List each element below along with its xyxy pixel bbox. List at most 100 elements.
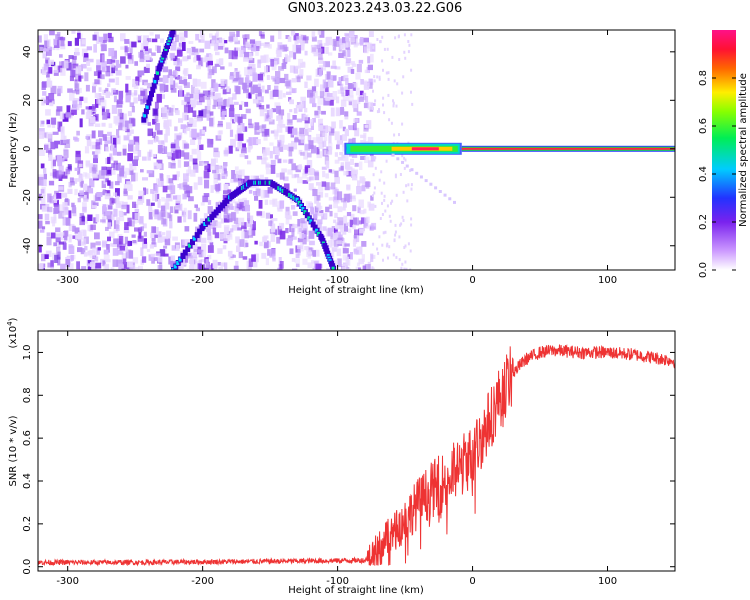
noise-cell bbox=[153, 257, 159, 262]
noise-cell bbox=[285, 228, 289, 234]
noise-cell bbox=[361, 185, 366, 192]
noise-cell bbox=[255, 50, 259, 56]
noise-cell bbox=[176, 171, 180, 177]
noise-cell bbox=[41, 66, 47, 75]
noise-cell bbox=[296, 118, 303, 123]
noise-cell bbox=[342, 231, 347, 235]
noise-cell bbox=[42, 53, 47, 59]
noise-cell bbox=[285, 217, 290, 225]
noise-cell bbox=[400, 266, 403, 270]
noise-cell bbox=[121, 165, 125, 174]
noise-cell bbox=[75, 154, 81, 164]
noise-cell bbox=[127, 195, 133, 200]
noise-cell bbox=[359, 176, 365, 184]
noise-cell bbox=[106, 244, 110, 253]
noise-cell bbox=[79, 96, 84, 101]
noise-cell bbox=[184, 190, 191, 198]
noise-cell bbox=[122, 148, 127, 156]
noise-cell bbox=[193, 212, 198, 222]
noise-cell bbox=[178, 32, 185, 40]
noise-cell bbox=[91, 264, 96, 270]
noise-cell bbox=[356, 64, 362, 73]
noise-cell bbox=[247, 44, 251, 50]
noise-cell bbox=[127, 111, 132, 117]
noise-cell bbox=[209, 33, 213, 38]
noise-cell bbox=[317, 219, 323, 225]
noise-cell bbox=[344, 115, 349, 120]
noise-cell bbox=[48, 180, 55, 186]
noise-cell bbox=[241, 231, 245, 240]
noise-cell bbox=[150, 189, 155, 194]
noise-cell bbox=[107, 169, 111, 175]
noise-cell bbox=[78, 99, 82, 106]
noise-cell bbox=[358, 59, 364, 64]
noise-cell bbox=[70, 70, 76, 78]
noise-cell bbox=[156, 93, 162, 103]
noise-cell bbox=[144, 55, 150, 61]
noise-cell bbox=[90, 242, 96, 249]
noise-cell bbox=[44, 143, 51, 151]
noise-cell bbox=[63, 139, 69, 144]
noise-cell bbox=[69, 92, 75, 101]
noise-cell bbox=[394, 223, 397, 227]
noise-cell bbox=[133, 219, 137, 224]
noise-cell bbox=[326, 268, 332, 270]
noise-cell bbox=[167, 119, 172, 127]
noise-cell bbox=[242, 256, 248, 260]
noise-cell bbox=[300, 62, 306, 68]
noise-cell bbox=[139, 51, 144, 60]
noise-cell bbox=[191, 99, 196, 108]
noise-cell bbox=[68, 55, 74, 60]
noise-cell bbox=[388, 214, 391, 218]
noise-cell bbox=[56, 246, 61, 255]
noise-cell bbox=[143, 66, 150, 73]
noise-cell bbox=[407, 50, 410, 54]
noise-cell bbox=[111, 88, 116, 93]
noise-cell bbox=[175, 200, 180, 208]
noise-cell bbox=[244, 101, 249, 107]
noise-cell bbox=[334, 66, 341, 70]
noise-cell bbox=[47, 206, 53, 213]
noise-cell bbox=[322, 140, 327, 148]
tail-mark bbox=[438, 190, 442, 193]
noise-cell bbox=[95, 214, 100, 223]
noise-cell bbox=[69, 177, 74, 183]
arc-mark bbox=[182, 249, 188, 256]
noise-cell bbox=[253, 191, 257, 196]
noise-cell bbox=[118, 236, 124, 245]
noise-cell bbox=[79, 213, 85, 218]
noise-cell bbox=[328, 131, 335, 136]
noise-cell bbox=[270, 75, 277, 80]
noise-cell bbox=[274, 77, 280, 85]
noise-cell bbox=[192, 110, 197, 117]
noise-cell bbox=[76, 261, 80, 270]
noise-cell bbox=[43, 63, 49, 71]
noise-cell bbox=[186, 48, 192, 54]
noise-cell bbox=[100, 219, 106, 223]
noise-cell bbox=[109, 181, 114, 189]
noise-cell bbox=[55, 227, 61, 233]
noise-cell bbox=[312, 137, 319, 143]
noise-cell bbox=[248, 92, 252, 99]
noise-cell bbox=[324, 61, 330, 68]
noise-cell bbox=[391, 55, 394, 59]
noise-cell bbox=[218, 58, 224, 66]
noise-cell bbox=[276, 236, 281, 244]
noise-cell bbox=[345, 256, 350, 265]
noise-cell bbox=[383, 194, 386, 198]
noise-cell bbox=[407, 183, 410, 187]
noise-cell bbox=[336, 240, 342, 244]
noise-cell bbox=[211, 221, 215, 227]
noise-cell bbox=[363, 82, 370, 88]
noise-cell bbox=[107, 180, 111, 186]
noise-cell bbox=[128, 123, 133, 129]
noise-cell bbox=[70, 254, 74, 261]
noise-cell bbox=[56, 31, 61, 37]
noise-cell bbox=[38, 244, 42, 253]
noise-cell bbox=[205, 91, 211, 100]
noise-cell bbox=[370, 156, 376, 162]
noise-cell bbox=[53, 38, 57, 46]
arc-mark bbox=[297, 200, 301, 205]
noise-cell bbox=[363, 46, 369, 54]
noise-cell bbox=[170, 261, 177, 268]
